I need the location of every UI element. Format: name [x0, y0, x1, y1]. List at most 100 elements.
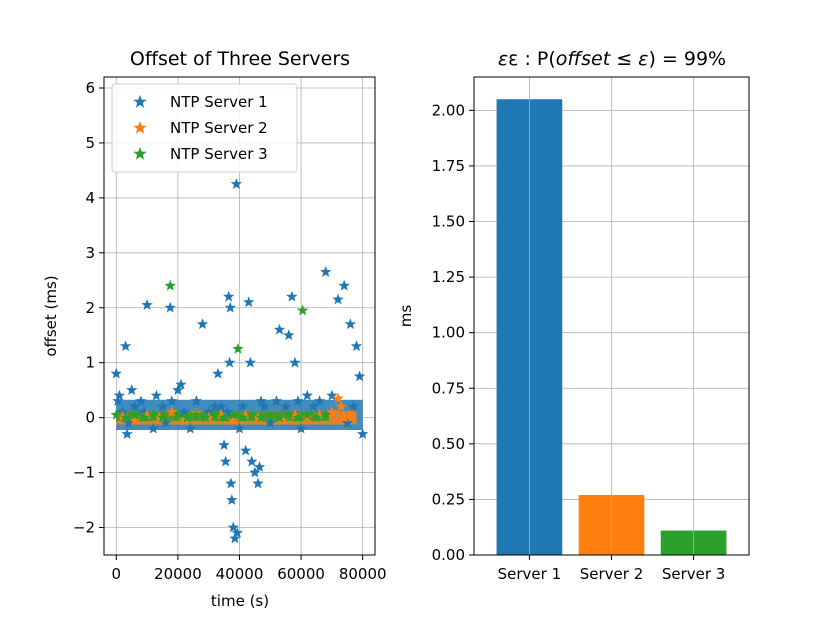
scatter-point-server-3 — [110, 408, 122, 420]
legend-label-server-2: NTP Server 2 — [170, 119, 268, 137]
scatter-point-server-3 — [138, 411, 150, 423]
scatter-point-server-1 — [341, 417, 353, 428]
scatter-point-server-1 — [253, 461, 266, 472]
scatter-point-server-1 — [219, 455, 232, 467]
scatter-point-server-1 — [233, 422, 246, 434]
bar-title-part1: ε : P( — [508, 48, 556, 70]
scatter-point-server-1 — [227, 521, 239, 533]
legend-frame — [111, 83, 298, 173]
bar-vertical-grid — [529, 77, 694, 555]
scatter-point-server-2 — [338, 411, 350, 423]
scatter-point-server-3 — [292, 411, 304, 423]
scatter-point-server-2 — [141, 408, 153, 420]
bar-panel: 0.00 0.25 0.50 0.75 1.00 1.25 1.50 1.75 2.00 Serv… — [397, 48, 750, 583]
scatter-panel: 0 20000 40000 60000 80000 −2 −1 0 1 2 3 4 5 6 Offset … — [42, 48, 387, 610]
scatter-point-server-1 — [249, 466, 261, 478]
scatter-point-server-1 — [313, 395, 326, 406]
scatter-point-server-3 — [227, 408, 239, 420]
scatter-point-server-3 — [164, 279, 176, 291]
scatter-legend: NTP Server 1 NTP Server 2 NTP Server 3 — [111, 83, 298, 173]
scatter-point-server-3 — [246, 408, 258, 420]
scatter-point-server-1 — [344, 318, 357, 330]
scatter-point-server-2 — [129, 414, 141, 426]
scatter-point-server-2 — [240, 408, 252, 420]
legend-marker-server-2 — [133, 121, 147, 134]
bar-title-leq: ≤ — [610, 48, 638, 70]
bar-y-tick-label: 1.75 — [432, 157, 465, 175]
scatter-y-tick-label: 2 — [85, 299, 95, 317]
scatter-point-server-1 — [156, 400, 169, 412]
scatter-point-server-3 — [218, 411, 230, 423]
scatter-point-server-1 — [229, 532, 241, 544]
scatter-point-server-1 — [307, 400, 320, 412]
bar-y-tick-label: 0.00 — [432, 546, 465, 564]
scatter-point-server-1 — [119, 340, 132, 352]
scatter-point-server-1 — [203, 406, 215, 417]
scatter-point-server-1 — [221, 406, 233, 417]
scatter-point-server-1 — [223, 356, 236, 368]
scatter-point-server-1 — [215, 400, 227, 412]
bar-y-tick-label: 1.00 — [432, 324, 465, 342]
scatter-y-tick-label: 0 — [85, 409, 95, 427]
scatter-x-axis-label: time (s) — [211, 592, 269, 610]
scatter-point-server-1 — [255, 395, 267, 406]
scatter-point-server-3 — [273, 411, 286, 423]
scatter-point-server-1 — [218, 439, 230, 450]
scatter-point-server-3 — [172, 408, 184, 420]
scatter-point-server-1 — [286, 290, 298, 302]
scatter-point-server-2 — [335, 400, 347, 412]
scatter-x-tick-label: 40000 — [216, 565, 264, 583]
scatter-point-server-3 — [209, 408, 221, 420]
scatter-point-server-2 — [332, 392, 344, 404]
scatter-x-tick-label: 0 — [112, 565, 122, 583]
scatter-point-server-1 — [246, 455, 258, 467]
scatter-point-server-1 — [289, 356, 301, 368]
scatter-point-server-2 — [276, 414, 289, 426]
scatter-point-server-3 — [156, 411, 169, 423]
scatter-point-server-1 — [223, 290, 235, 302]
scatter-point-server-1 — [126, 384, 138, 395]
scatter-point-server-2 — [166, 406, 178, 417]
scatter-point-server-1 — [252, 477, 264, 489]
legend-marker-server-3 — [133, 147, 147, 160]
scatter-title: Offset of Three Servers — [130, 48, 350, 70]
scatter-x-tick-label: 20000 — [154, 565, 202, 583]
scatter-point-server-1 — [226, 494, 238, 505]
bar-title-epsilon-2: ε — [638, 48, 648, 70]
scatter-point-server-3 — [181, 411, 193, 423]
scatter-point-server-2 — [289, 408, 301, 420]
scatter-point-server-3 — [320, 408, 332, 420]
scatter-point-server-1 — [353, 370, 366, 382]
scatter-point-server-1 — [240, 444, 252, 456]
scatter-x-tick-label: 80000 — [339, 565, 387, 583]
bar-y-tick-label: 0.50 — [432, 435, 465, 453]
scatter-point-server-1 — [292, 395, 304, 406]
scatter-point-server-1 — [190, 395, 203, 406]
scatter-point-server-1 — [244, 356, 256, 368]
scatter-y-tick-label: 5 — [85, 134, 95, 152]
scatter-point-server-1 — [141, 299, 153, 310]
bar-title-offset: offset — [556, 48, 612, 70]
scatter-point-server-1 — [350, 340, 363, 352]
scatter-point-server-1 — [150, 389, 163, 401]
scatter-point-server-1 — [110, 367, 122, 379]
scatter-point-server-1 — [159, 417, 172, 428]
scatter-point-server-1 — [209, 400, 221, 412]
scatter-point-server-3 — [199, 411, 212, 423]
scatter-point-server-1 — [164, 301, 176, 313]
scatter-point-server-1 — [112, 395, 124, 406]
legend-marker-server-1 — [133, 95, 147, 108]
legend-label-server-1: NTP Server 1 — [170, 93, 268, 111]
scatter-point-server-3 — [119, 411, 132, 423]
scatter-point-server-3 — [129, 408, 141, 420]
scatter-point-server-1 — [129, 400, 141, 412]
bar-y-tick-label: 0.75 — [432, 379, 465, 397]
bar-x-tick-label: Server 3 — [662, 565, 726, 583]
scatter-point-server-3 — [301, 408, 313, 420]
scatter-point-server-1 — [184, 422, 196, 434]
scatter-point-server-1 — [122, 417, 135, 428]
scatter-point-server-1 — [178, 406, 190, 417]
scatter-point-server-1 — [166, 395, 178, 406]
scatter-point-server-1 — [270, 395, 283, 406]
